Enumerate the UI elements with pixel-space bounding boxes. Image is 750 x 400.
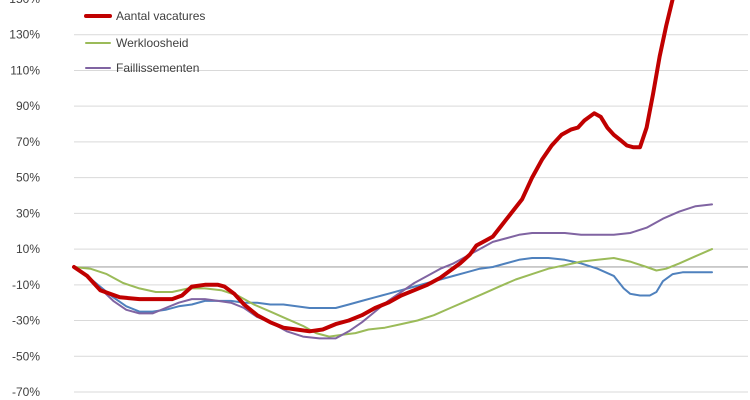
series-lines bbox=[72, 0, 713, 340]
legend-label: Werkloosheid bbox=[116, 36, 188, 50]
y-tick-label: 10% bbox=[16, 242, 40, 256]
y-tick-label: 150% bbox=[9, 0, 40, 6]
y-axis-tick-labels: 150% 130% 110% 90% 70% 50% 30% 10% -10% -30% -50% -… bbox=[9, 0, 40, 399]
y-tick-label: -30% bbox=[12, 314, 40, 328]
series-line-faillissementen bbox=[73, 203, 713, 340]
y-tick-label: -10% bbox=[12, 278, 40, 292]
y-tick-label: -70% bbox=[12, 385, 40, 399]
y-tick-label: 30% bbox=[16, 206, 40, 220]
legend-label: Aantal vacatures bbox=[116, 9, 205, 23]
y-tick-label: 130% bbox=[9, 28, 40, 42]
y-tick-label: 110% bbox=[10, 63, 40, 77]
y-tick-label: 50% bbox=[16, 171, 40, 185]
series-line-werkloosheid bbox=[73, 248, 713, 338]
series-line-unlabeled bbox=[73, 257, 713, 313]
gridlines bbox=[74, 34, 748, 393]
y-tick-label: 70% bbox=[16, 135, 40, 149]
legend: Aantal vacatures Werkloosheid Faillissemen… bbox=[84, 9, 205, 75]
legend-label: Faillissementen bbox=[116, 61, 199, 75]
y-tick-label: 90% bbox=[16, 99, 40, 113]
y-tick-label: -50% bbox=[12, 349, 40, 363]
series-line-aantal-vacatures bbox=[72, 0, 675, 334]
